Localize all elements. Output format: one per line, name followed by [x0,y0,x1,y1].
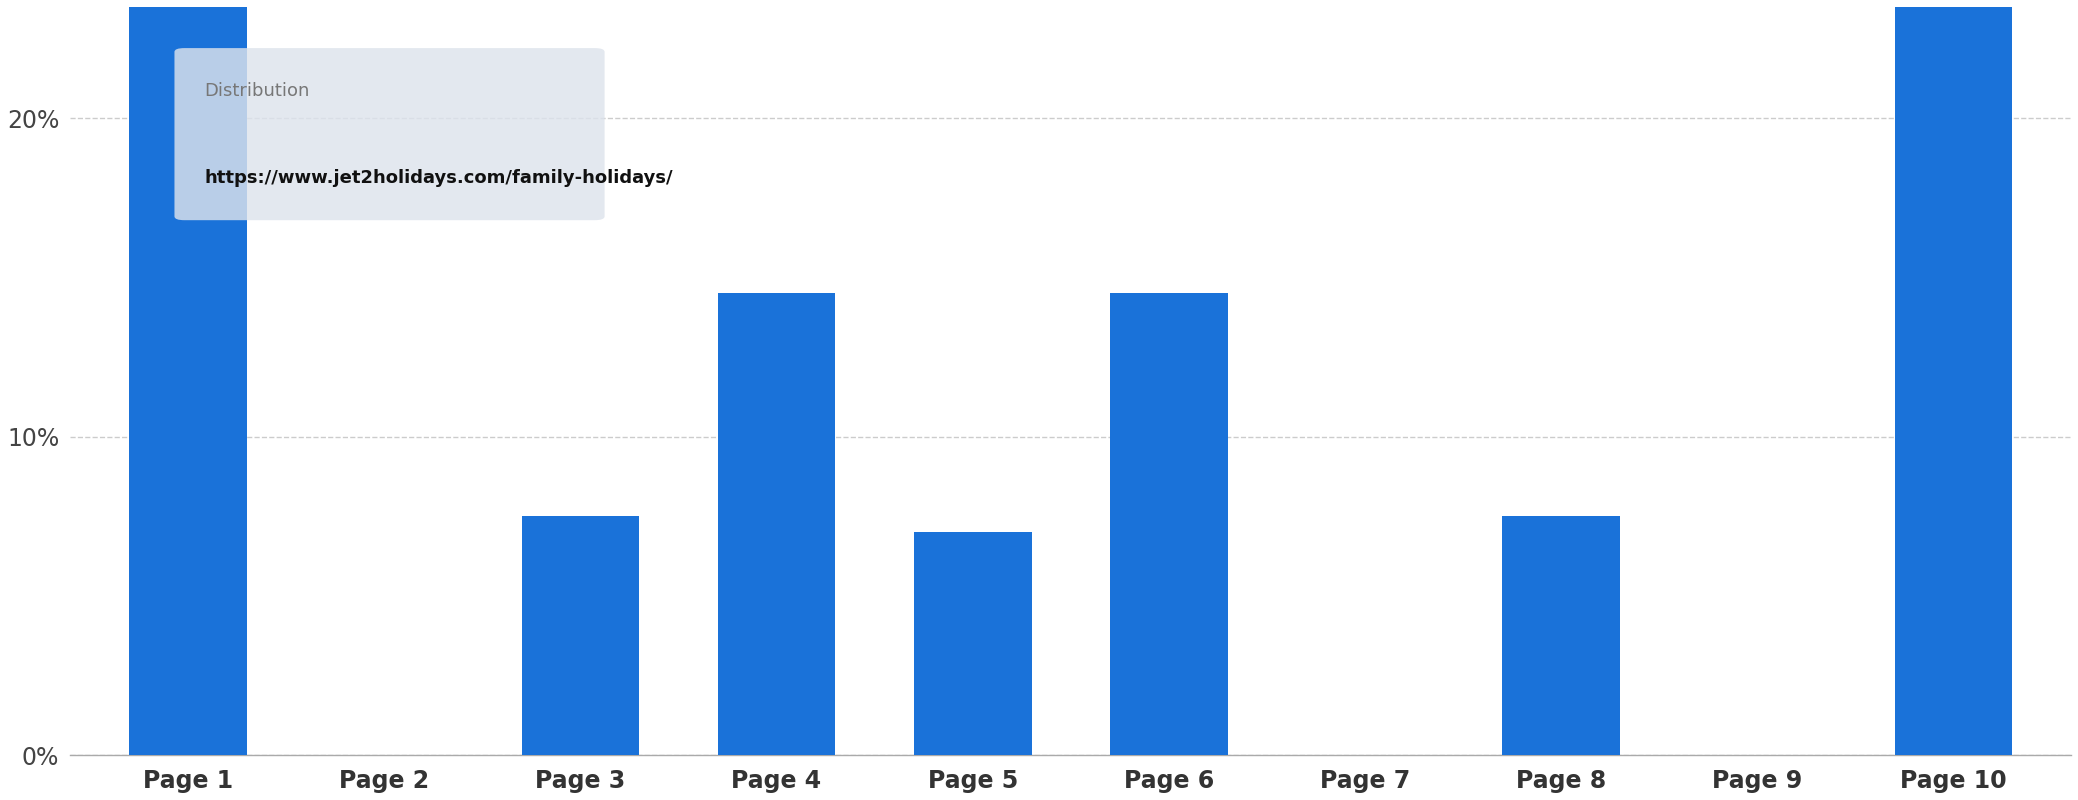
Text: https://www.jet2holidays.com/family-holidays/: https://www.jet2holidays.com/family-holi… [204,169,673,186]
Bar [129,0,247,755]
Bar [1110,294,1228,755]
Bar [914,532,1031,755]
FancyBboxPatch shape [175,48,605,220]
Text: Distribution: Distribution [204,82,310,100]
Bar [1895,0,2012,755]
Bar [522,516,640,755]
Bar [717,294,835,755]
Bar [1502,516,1621,755]
